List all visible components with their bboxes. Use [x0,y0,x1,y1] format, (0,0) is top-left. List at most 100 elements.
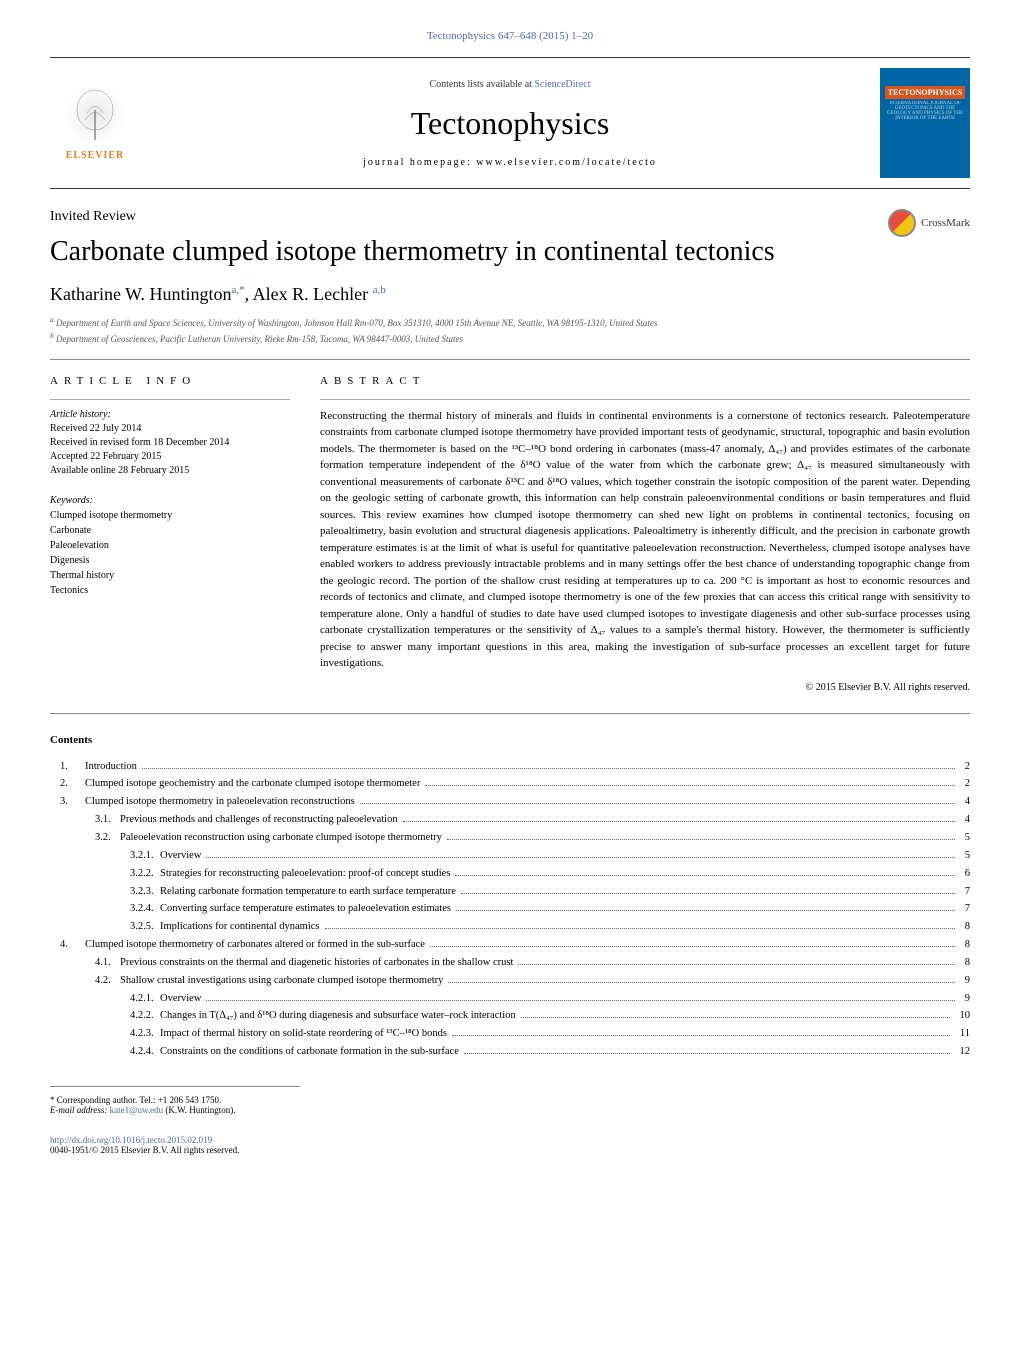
toc-title: Relating carbonate formation temperature… [160,883,456,901]
crossmark-badge[interactable]: CrossMark [888,209,970,237]
journal-cover-thumbnail[interactable]: TECTONOPHYSICS INTERNATIONAL JOURNAL OF … [880,68,970,178]
toc-title: Constraints on the conditions of carbona… [160,1043,459,1061]
keyword[interactable]: Carbonate [50,523,290,538]
toc-page: 2 [960,758,970,776]
toc-entry[interactable]: 3.Clumped isotope thermometry in paleoel… [50,793,970,811]
toc-title: Overview [160,847,201,865]
elsevier-name: ELSEVIER [66,150,125,161]
divider [50,359,970,360]
toc-number: 3.2.4. [50,900,160,918]
toc-number: 2. [50,775,85,793]
toc-number: 4. [50,936,85,954]
toc-title: Changes in T(Δ₄₇) and δ¹⁸O during diagen… [160,1007,516,1025]
toc-page: 12 [955,1043,971,1061]
keyword[interactable]: Paleoelevation [50,538,290,553]
toc-page: 6 [960,865,970,883]
issn-copyright: 0040-1951/© 2015 Elsevier B.V. All right… [50,1145,970,1155]
toc-entry[interactable]: 3.2.4.Converting surface temperature est… [50,900,970,918]
toc-entry[interactable]: 4.Clumped isotope thermometry of carbona… [50,936,970,954]
toc-entry[interactable]: 1.Introduction2 [50,758,970,776]
toc-leader-dots [455,875,954,876]
toc-number: 3. [50,793,85,811]
toc-leader-dots [461,893,955,894]
toc-title: Clumped isotope geochemistry and the car… [85,775,420,793]
contents-label: Contents lists available at [429,79,534,90]
toc-page: 7 [960,883,970,901]
toc-title: Implications for continental dynamics [160,918,320,936]
toc-number: 3.2.5. [50,918,160,936]
toc-entry[interactable]: 4.2.2.Changes in T(Δ₄₇) and δ¹⁸O during … [50,1007,970,1025]
toc-entry[interactable]: 4.2.Shallow crustal investigations using… [50,972,970,990]
contents-heading: Contents [50,734,970,746]
keyword[interactable]: Digenesis [50,553,290,568]
toc-leader-dots [403,821,955,822]
author-2-sup[interactable]: a,b [373,284,386,296]
divider [50,399,290,400]
toc-entry[interactable]: 2.Clumped isotope geochemistry and the c… [50,775,970,793]
toc-page: 4 [960,793,970,811]
toc-entry[interactable]: 3.2.3.Relating carbonate formation tempe… [50,883,970,901]
toc-page: 10 [955,1007,971,1025]
toc-entry[interactable]: 3.2.5.Implications for continental dynam… [50,918,970,936]
toc-title: Clumped isotope thermometry of carbonate… [85,936,425,954]
toc-entry[interactable]: 4.2.3.Impact of thermal history on solid… [50,1025,970,1043]
toc-page: 11 [955,1025,970,1043]
toc-page: 8 [960,936,970,954]
sciencedirect-link[interactable]: ScienceDirect [534,79,590,90]
toc-page: 8 [960,954,970,972]
keyword[interactable]: Clumped isotope thermometry [50,508,290,523]
toc-leader-dots [142,768,955,769]
journal-citation[interactable]: Tectonophysics 647–648 (2015) 1–20 [50,30,970,42]
crossmark-label: CrossMark [921,217,970,229]
corresponding-line: * Corresponding author. Tel.: +1 206 543… [50,1095,300,1105]
toc-number: 4.2.2. [50,1007,160,1025]
toc-title: Converting surface temperature estimates… [160,900,451,918]
toc-number: 3.1. [50,811,120,829]
toc-entry[interactable]: 4.2.4.Constraints on the conditions of c… [50,1043,970,1061]
elsevier-logo[interactable]: ELSEVIER [50,73,140,173]
keywords-block: Keywords: Clumped isotope thermometry Ca… [50,493,290,598]
toc-entry[interactable]: 3.2.2.Strategies for reconstructing pale… [50,865,970,883]
history-accepted: Accepted 22 February 2015 [50,450,290,464]
elsevier-tree-icon [65,85,125,145]
keyword[interactable]: Tectonics [50,583,290,598]
toc-entry[interactable]: 3.1.Previous methods and challenges of r… [50,811,970,829]
toc-entry[interactable]: 4.2.1.Overview9 [50,990,970,1008]
toc-entry[interactable]: 3.2.1.Overview5 [50,847,970,865]
toc-page: 8 [960,918,970,936]
history-revised: Received in revised form 18 December 201… [50,436,290,450]
toc-title: Previous methods and challenges of recon… [120,811,398,829]
toc-title: Strategies for reconstructing paleoeleva… [160,865,450,883]
toc-entry[interactable]: 4.1.Previous constraints on the thermal … [50,954,970,972]
email-link[interactable]: kate1@uw.edu [110,1105,163,1115]
toc-title: Previous constraints on the thermal and … [120,954,513,972]
toc-number: 3.2.3. [50,883,160,901]
toc-number: 4.1. [50,954,120,972]
article-type: Invited Review [50,209,970,225]
article-title: Carbonate clumped isotope thermometry in… [50,235,970,269]
journal-homepage[interactable]: journal homepage: www.elsevier.com/locat… [140,157,880,168]
toc-leader-dots [425,785,954,786]
toc-number: 4.2. [50,972,120,990]
corresponding-author: * Corresponding author. Tel.: +1 206 543… [50,1086,300,1115]
toc-leader-dots [521,1017,950,1018]
toc-page: 9 [960,990,970,1008]
toc-title: Impact of thermal history on solid-state… [160,1025,447,1043]
cover-title: TECTONOPHYSICS [885,86,965,99]
toc-title: Clumped isotope thermometry in paleoelev… [85,793,355,811]
toc-page: 5 [960,829,970,847]
toc-leader-dots [448,982,954,983]
doi-link[interactable]: http://dx.doi.org/10.1016/j.tecto.2015.0… [50,1135,212,1145]
toc-leader-dots [447,839,955,840]
author-1[interactable]: Katharine W. Huntington [50,284,231,304]
toc-number: 3.2. [50,829,120,847]
toc-page: 7 [960,900,970,918]
toc-title: Introduction [85,758,137,776]
toc-number: 4.2.3. [50,1025,160,1043]
toc-entry[interactable]: 3.2.Paleoelevation reconstruction using … [50,829,970,847]
abstract-copyright: © 2015 Elsevier B.V. All rights reserved… [320,682,970,693]
email-name: (K.W. Huntington). [163,1105,235,1115]
keyword[interactable]: Thermal history [50,568,290,583]
affiliation-b: b Department of Geosciences, Pacific Lut… [50,331,970,344]
author-1-sup[interactable]: a,* [231,284,244,296]
